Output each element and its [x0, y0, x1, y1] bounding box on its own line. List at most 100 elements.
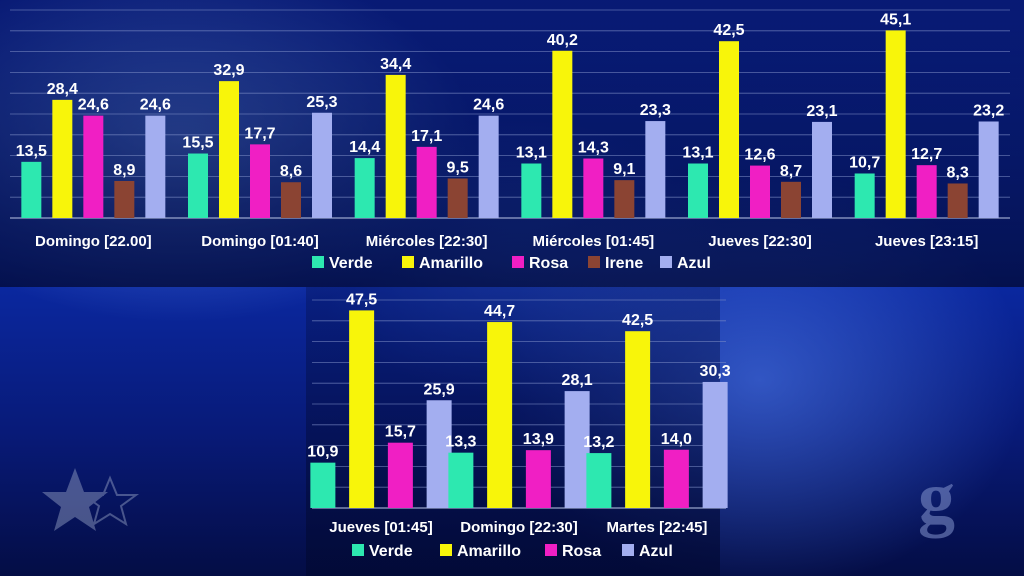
- data-label: 28,1: [562, 372, 593, 389]
- data-label: 14,0: [661, 431, 692, 448]
- bar-azul: [812, 121, 832, 218]
- legend-swatch: [622, 544, 634, 556]
- legend-swatch: [352, 544, 364, 556]
- bar-amarillo: [52, 99, 73, 218]
- bar-verde: [448, 452, 474, 508]
- data-label: 14,3: [578, 140, 609, 157]
- data-label: 9,5: [447, 159, 469, 176]
- legend-label: Amarillo: [419, 255, 483, 272]
- bar-rosa: [663, 449, 689, 508]
- category-label: Jueves [23:15]: [875, 233, 978, 250]
- bar-verde: [310, 462, 336, 508]
- bottom-chart: 10,9 47,5 15,7 25,9 Jueves [01:45] 13,3 44,7 13…: [307, 291, 730, 560]
- bar-verde: [21, 161, 42, 218]
- bar-irene: [614, 180, 635, 218]
- data-label: 13,5: [16, 143, 47, 160]
- bar-verde: [854, 173, 875, 218]
- bar-azul: [564, 391, 590, 508]
- data-label: 23,3: [640, 102, 671, 119]
- bar-azul: [978, 121, 999, 218]
- bar-amarillo: [552, 50, 573, 218]
- category-label: Domingo [22.00]: [35, 233, 152, 250]
- bar-rosa: [250, 144, 270, 218]
- data-label: 23,1: [806, 103, 837, 120]
- bottom-chart-panel: [306, 287, 720, 576]
- data-label: 14,4: [349, 139, 380, 156]
- data-label: 17,1: [411, 128, 442, 145]
- data-label: 32,9: [213, 62, 244, 79]
- bar-azul: [702, 381, 728, 508]
- legend-label: Irene: [605, 255, 643, 272]
- data-label: 8,3: [947, 164, 969, 181]
- data-label: 25,9: [424, 381, 455, 398]
- legend-label: Verde: [369, 543, 413, 560]
- legend-label: Azul: [639, 543, 673, 560]
- data-label: 34,4: [380, 56, 411, 73]
- top-chart-panel: [0, 0, 1024, 287]
- bar-rosa: [416, 146, 437, 218]
- data-label: 8,6: [280, 163, 302, 180]
- bar-irene: [447, 178, 468, 218]
- legend-label: Rosa: [529, 255, 568, 272]
- category-label: Jueves [01:45]: [329, 519, 432, 536]
- category-label: Jueves [22:30]: [708, 233, 811, 250]
- bar-amarillo: [487, 322, 513, 508]
- bar-rosa: [916, 165, 937, 218]
- star-logo-icon: [42, 468, 140, 531]
- bar-azul: [312, 112, 332, 218]
- data-label: 44,7: [484, 303, 515, 320]
- data-label: 9,1: [613, 161, 635, 178]
- bar-azul: [645, 121, 666, 218]
- category-label: Miércoles [22:30]: [366, 233, 488, 250]
- legend-swatch: [402, 256, 414, 268]
- legend-swatch: [312, 256, 324, 268]
- bar-amarillo: [625, 331, 651, 508]
- bar-irene: [947, 183, 968, 218]
- legend-swatch: [512, 256, 524, 268]
- bar-rosa: [525, 450, 551, 508]
- data-label: 24,6: [78, 97, 109, 114]
- data-label: 40,2: [547, 32, 578, 49]
- data-label: 15,5: [182, 135, 213, 152]
- data-label: 45,1: [880, 11, 911, 28]
- category-label: Domingo [01:40]: [201, 233, 319, 250]
- data-label: 13,1: [682, 145, 713, 162]
- data-label: 30,3: [700, 363, 731, 380]
- data-label: 8,9: [113, 162, 135, 179]
- bar-amarillo: [219, 81, 239, 218]
- legend-label: Azul: [677, 255, 711, 272]
- data-label: 13,9: [523, 431, 554, 448]
- data-label: 28,4: [47, 81, 78, 98]
- bar-irene: [114, 180, 135, 218]
- legend-label: Amarillo: [457, 543, 521, 560]
- bar-irene: [281, 182, 301, 218]
- legend-swatch: [660, 256, 672, 268]
- data-label: 10,7: [849, 154, 880, 171]
- legend-label: Rosa: [562, 543, 601, 560]
- data-label: 24,6: [140, 97, 171, 114]
- data-label: 24,6: [473, 97, 504, 114]
- bar-verde: [586, 453, 612, 508]
- bar-rosa: [583, 158, 604, 218]
- bar-verde: [354, 158, 375, 218]
- bar-rosa: [750, 165, 770, 218]
- bar-verde: [188, 153, 208, 218]
- legend-label: Verde: [329, 255, 373, 272]
- data-label: 42,5: [713, 22, 744, 39]
- bar-amarillo: [385, 74, 406, 219]
- bar-amarillo: [719, 41, 739, 219]
- data-label: 47,5: [346, 291, 377, 308]
- bar-azul: [426, 400, 452, 508]
- data-label: 15,7: [385, 424, 416, 441]
- category-label: Domingo [22:30]: [460, 519, 578, 536]
- data-label: 23,2: [973, 102, 1004, 119]
- bar-rosa: [387, 442, 413, 508]
- data-label: 13,1: [516, 145, 547, 162]
- legend-swatch: [545, 544, 557, 556]
- category-label: Miércoles [01:45]: [532, 233, 654, 250]
- bar-irene: [781, 181, 801, 218]
- data-label: 12,6: [744, 147, 775, 164]
- category-label: Martes [22:45]: [607, 519, 708, 536]
